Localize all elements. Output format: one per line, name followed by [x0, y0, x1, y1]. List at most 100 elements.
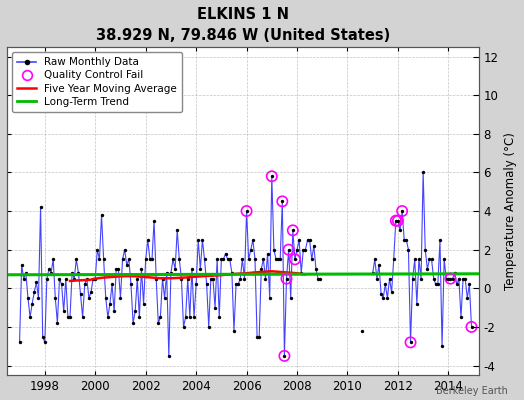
Point	[396, 227, 404, 234]
Point	[417, 276, 425, 282]
Point	[266, 295, 274, 301]
Point	[451, 270, 459, 276]
Point	[211, 304, 219, 311]
Point	[144, 237, 152, 243]
Point	[173, 227, 181, 234]
Point	[394, 218, 402, 224]
Point	[389, 256, 398, 262]
Point	[42, 276, 51, 282]
Point	[125, 256, 133, 262]
Point	[148, 256, 156, 262]
Point	[419, 169, 428, 176]
Point	[282, 276, 291, 282]
Point	[436, 237, 444, 243]
Point	[51, 295, 60, 301]
Point	[15, 339, 24, 346]
Point	[223, 256, 232, 262]
Point	[112, 266, 121, 272]
Point	[381, 281, 389, 288]
Point	[204, 324, 213, 330]
Point	[291, 256, 299, 262]
Point	[30, 289, 38, 295]
Point	[175, 256, 183, 262]
Point	[202, 281, 211, 288]
Point	[243, 208, 251, 214]
Point	[414, 256, 423, 262]
Point	[177, 276, 185, 282]
Point	[219, 256, 227, 262]
Point	[221, 250, 230, 257]
Point	[206, 276, 215, 282]
Point	[282, 276, 291, 282]
Point	[227, 270, 236, 276]
Point	[68, 270, 77, 276]
Y-axis label: Temperature Anomaly (°C): Temperature Anomaly (°C)	[504, 132, 517, 290]
Point	[87, 289, 95, 295]
Point	[77, 291, 85, 297]
Point	[58, 281, 66, 288]
Point	[461, 276, 470, 282]
Point	[289, 227, 297, 234]
Title: ELKINS 1 N
38.929 N, 79.846 W (United States): ELKINS 1 N 38.929 N, 79.846 W (United St…	[96, 7, 390, 43]
Point	[74, 270, 83, 276]
Point	[289, 227, 297, 234]
Point	[215, 314, 223, 320]
Point	[280, 353, 289, 359]
Point	[213, 256, 221, 262]
Point	[394, 218, 402, 224]
Point	[47, 270, 55, 276]
Point	[200, 256, 209, 262]
Point	[428, 256, 436, 262]
Point	[301, 246, 310, 253]
Point	[104, 314, 112, 320]
Point	[154, 320, 162, 326]
Point	[268, 173, 276, 180]
Point	[295, 237, 303, 243]
Point	[118, 256, 127, 262]
Point	[287, 295, 295, 301]
Point	[408, 276, 417, 282]
Point	[391, 218, 400, 224]
Point	[410, 256, 419, 262]
Point	[40, 339, 49, 346]
Point	[368, 270, 377, 276]
Point	[446, 276, 455, 282]
Point	[64, 314, 72, 320]
Point	[257, 266, 266, 272]
Point	[387, 289, 396, 295]
Point	[56, 276, 64, 282]
Point	[209, 276, 217, 282]
Point	[91, 276, 100, 282]
Point	[370, 256, 379, 262]
Point	[406, 339, 414, 346]
Point	[34, 295, 42, 301]
Point	[305, 237, 314, 243]
Point	[26, 314, 34, 320]
Point	[312, 266, 320, 272]
Point	[21, 270, 30, 276]
Point	[28, 300, 36, 307]
Point	[314, 276, 322, 282]
Point	[141, 256, 150, 262]
Point	[150, 218, 158, 224]
Point	[190, 314, 198, 320]
Point	[425, 256, 434, 262]
Point	[457, 314, 465, 320]
Point	[272, 256, 280, 262]
Point	[241, 276, 249, 282]
Point	[236, 276, 245, 282]
Point	[276, 256, 285, 262]
Point	[192, 281, 200, 288]
Point	[440, 256, 449, 262]
Point	[400, 237, 408, 243]
Point	[188, 266, 196, 272]
Point	[285, 246, 293, 253]
Point	[85, 295, 93, 301]
Point	[385, 276, 394, 282]
Point	[108, 281, 116, 288]
Point	[251, 256, 259, 262]
Point	[255, 333, 264, 340]
Point	[100, 256, 108, 262]
Point	[72, 256, 81, 262]
Point	[114, 266, 123, 272]
